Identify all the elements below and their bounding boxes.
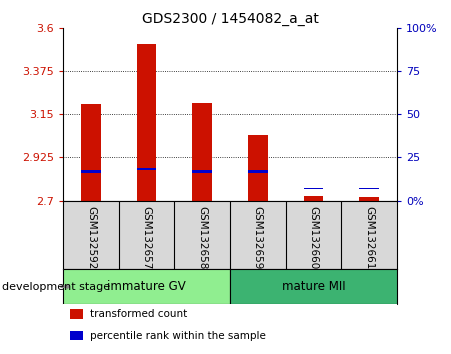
Text: mature MII: mature MII — [281, 280, 345, 293]
Text: GSM132657: GSM132657 — [142, 206, 152, 269]
Text: GSM132660: GSM132660 — [308, 206, 318, 269]
Bar — [230, 269, 397, 304]
Bar — [70, 309, 83, 319]
Bar — [304, 188, 323, 189]
Text: GSM132658: GSM132658 — [197, 206, 207, 269]
Bar — [193, 171, 212, 173]
Text: development stage: development stage — [2, 282, 110, 292]
Title: GDS2300 / 1454082_a_at: GDS2300 / 1454082_a_at — [142, 12, 318, 26]
Bar — [248, 136, 267, 200]
Bar — [137, 44, 156, 200]
Bar — [304, 196, 323, 200]
Text: GSM132592: GSM132592 — [86, 206, 96, 269]
Bar — [137, 168, 156, 170]
Bar — [359, 197, 379, 200]
Text: percentile rank within the sample: percentile rank within the sample — [90, 331, 266, 341]
Text: GSM132659: GSM132659 — [253, 206, 263, 269]
Bar — [81, 104, 101, 200]
Bar — [248, 171, 267, 173]
Bar — [70, 331, 83, 341]
Bar — [81, 171, 101, 173]
Text: GSM132661: GSM132661 — [364, 206, 374, 269]
Bar — [359, 188, 379, 189]
Text: immature GV: immature GV — [107, 280, 186, 293]
Bar — [63, 269, 230, 304]
Text: transformed count: transformed count — [90, 309, 187, 319]
Bar — [193, 103, 212, 200]
